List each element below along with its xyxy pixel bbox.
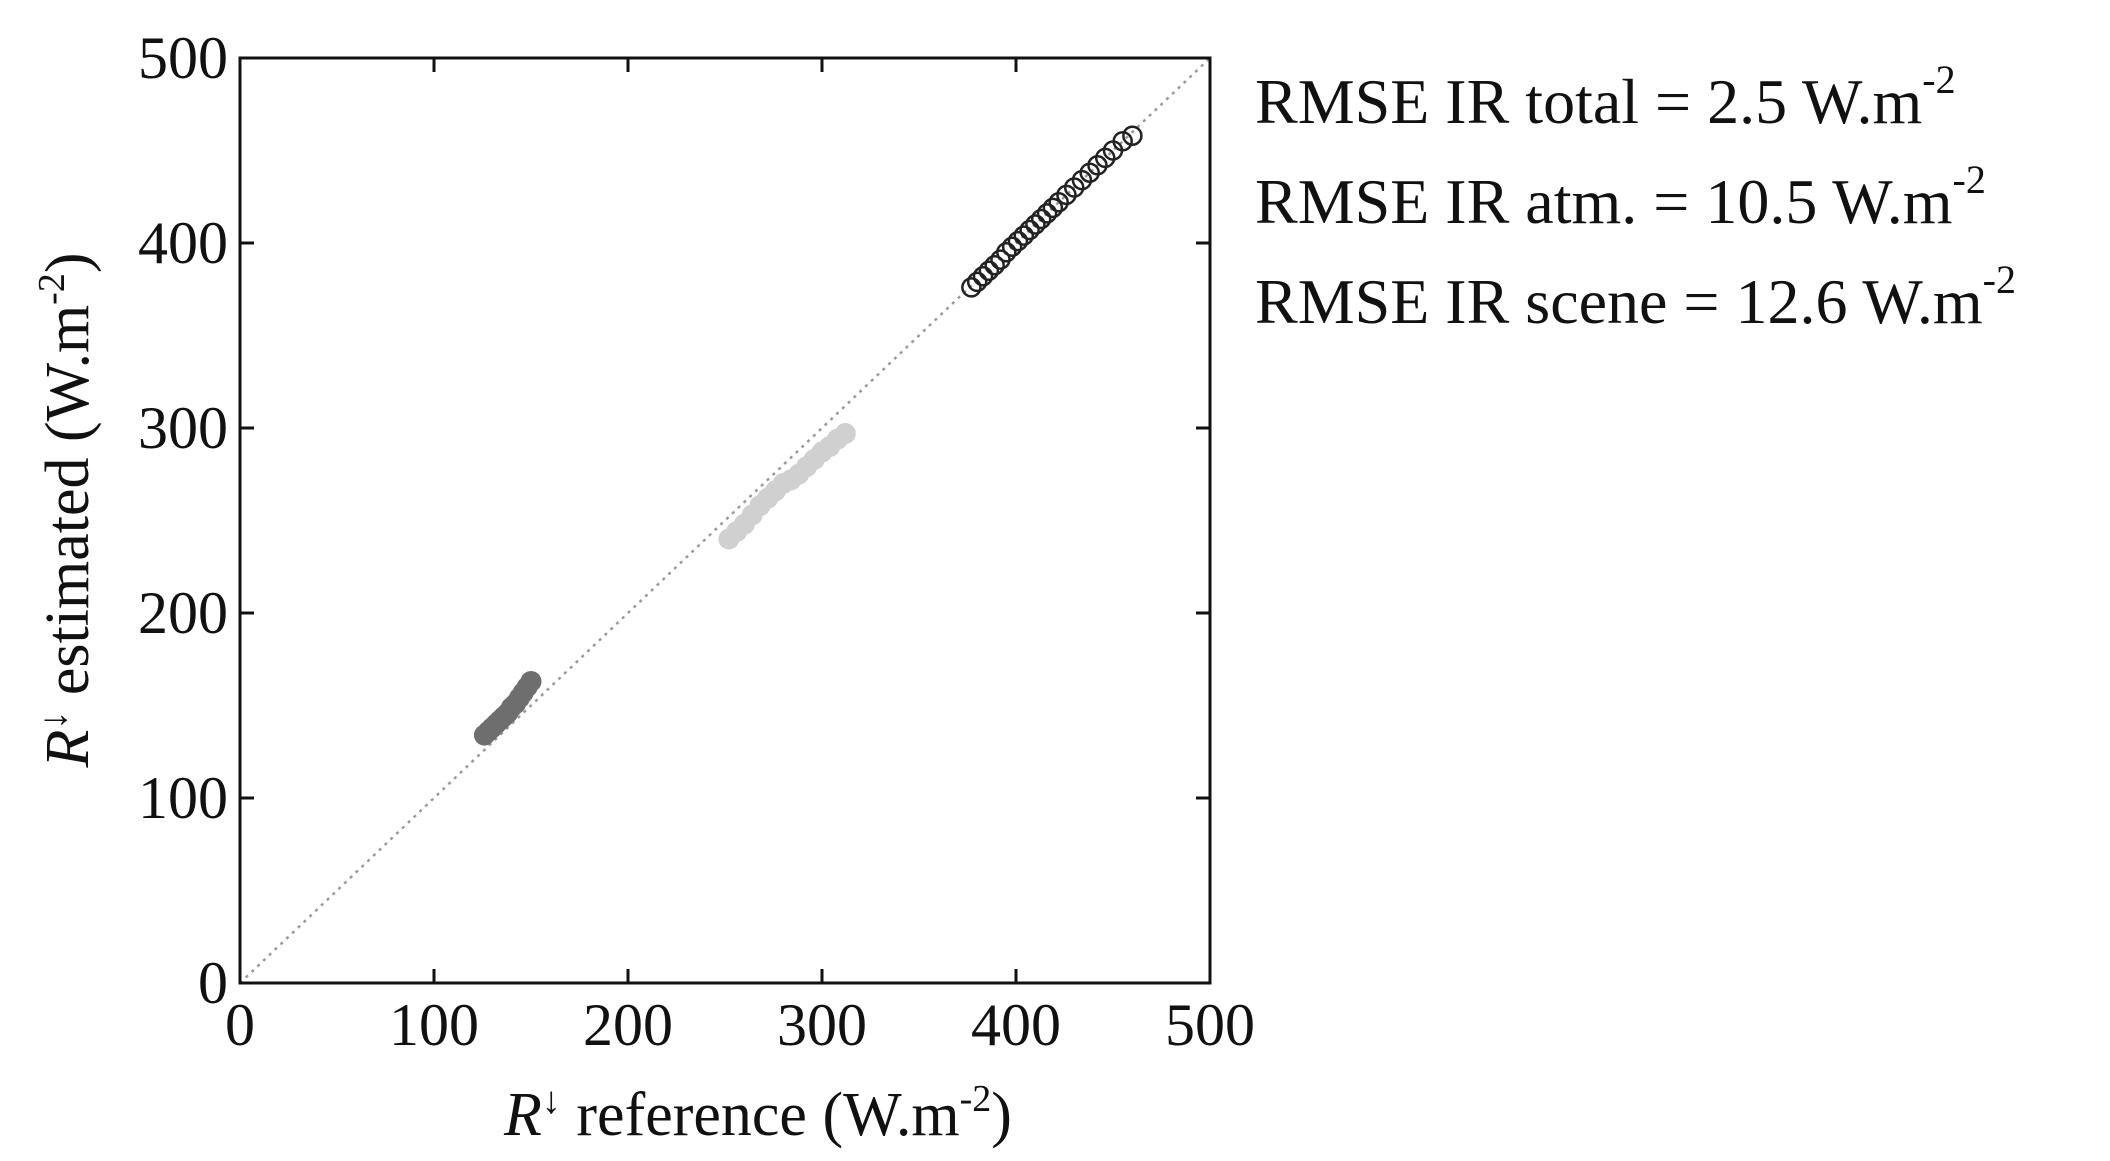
series-2-point-9 xyxy=(1013,225,1035,246)
rmse-total-exponent: -2 xyxy=(1922,57,1956,102)
y-axis-label: R↓ estimated (W.m-2) xyxy=(31,253,102,769)
rmse-scene-text: RMSE IR scene = 12.6 W.m xyxy=(1255,266,1983,337)
y-axis-text: estimated (W.m xyxy=(34,305,102,711)
rmse-atm-text: RMSE IR atm. = 10.5 W.m xyxy=(1255,166,1953,237)
series-2-point-8 xyxy=(1007,230,1029,252)
y-tick-label-1: 100 xyxy=(138,765,228,831)
series-2-point-14 xyxy=(1042,197,1064,219)
rmse-scene-exponent: -2 xyxy=(1982,257,2016,302)
y-axis-symbol: R xyxy=(34,730,102,769)
rmse-total-text: RMSE IR total = 2.5 W.m xyxy=(1255,66,1923,137)
rmse-atm-exponent: -2 xyxy=(1952,157,1986,202)
x-axis-text: reference (W.m xyxy=(561,1081,960,1149)
series-2-point-24 xyxy=(1122,125,1143,146)
x-axis-label: R↓ reference (W.m-2) xyxy=(503,1078,1012,1149)
x-tick-label-5: 500 xyxy=(1165,992,1255,1058)
rmse-total-annotation: RMSE IR total = 2.5 W.m-2 xyxy=(1255,60,1956,134)
x-tick-label-0: 0 xyxy=(225,992,255,1058)
x-tick-label-4: 400 xyxy=(971,992,1061,1058)
y-axis-close: ) xyxy=(34,253,102,274)
series-2-point-11 xyxy=(1025,214,1046,235)
series-2-point-4 xyxy=(984,254,1005,276)
y-tick-label-2: 200 xyxy=(138,580,228,646)
y-tick-label-4: 400 xyxy=(138,210,228,276)
series-0-point-12 xyxy=(520,670,542,692)
y-axis-unit-exponent: -2 xyxy=(31,273,73,305)
x-axis-close: ) xyxy=(991,1081,1012,1149)
y-tick-label-0: 0 xyxy=(198,950,228,1016)
x-axis-unit-exponent: -2 xyxy=(960,1078,992,1120)
series-2-point-0 xyxy=(961,277,982,298)
series-2-point-12 xyxy=(1030,208,1052,230)
x-tick-label-1: 100 xyxy=(389,992,479,1058)
series-2-point-13 xyxy=(1036,203,1058,224)
series-1-point-15 xyxy=(834,423,856,445)
series-2-point-1 xyxy=(966,271,988,293)
axis-ticks: 0 100 200 300 400 500 0 100 200 300 400 500 xyxy=(138,25,1255,1058)
series-2-point-6 xyxy=(996,242,1017,263)
x-axis-symbol: R xyxy=(503,1081,542,1149)
y-axis-arrow: ↓ xyxy=(33,711,75,730)
x-axis-arrow: ↓ xyxy=(542,1080,561,1122)
x-tick-label-3: 300 xyxy=(777,992,867,1058)
series-2-point-2 xyxy=(972,266,994,287)
data-marks xyxy=(239,57,1211,984)
series-2-point-3 xyxy=(978,260,1000,281)
y-tick-label-3: 300 xyxy=(138,395,228,461)
series-2-point-7 xyxy=(1001,236,1023,257)
rmse-scene-annotation: RMSE IR scene = 12.6 W.m-2 xyxy=(1255,260,2016,334)
plot-frame xyxy=(238,56,1212,985)
series-2-point-23 xyxy=(1112,131,1133,152)
rmse-atm-annotation: RMSE IR atm. = 10.5 W.m-2 xyxy=(1255,160,1986,234)
y-tick-label-5: 500 xyxy=(138,25,228,91)
series-2-point-10 xyxy=(1019,219,1040,241)
x-tick-label-2: 200 xyxy=(583,992,673,1058)
